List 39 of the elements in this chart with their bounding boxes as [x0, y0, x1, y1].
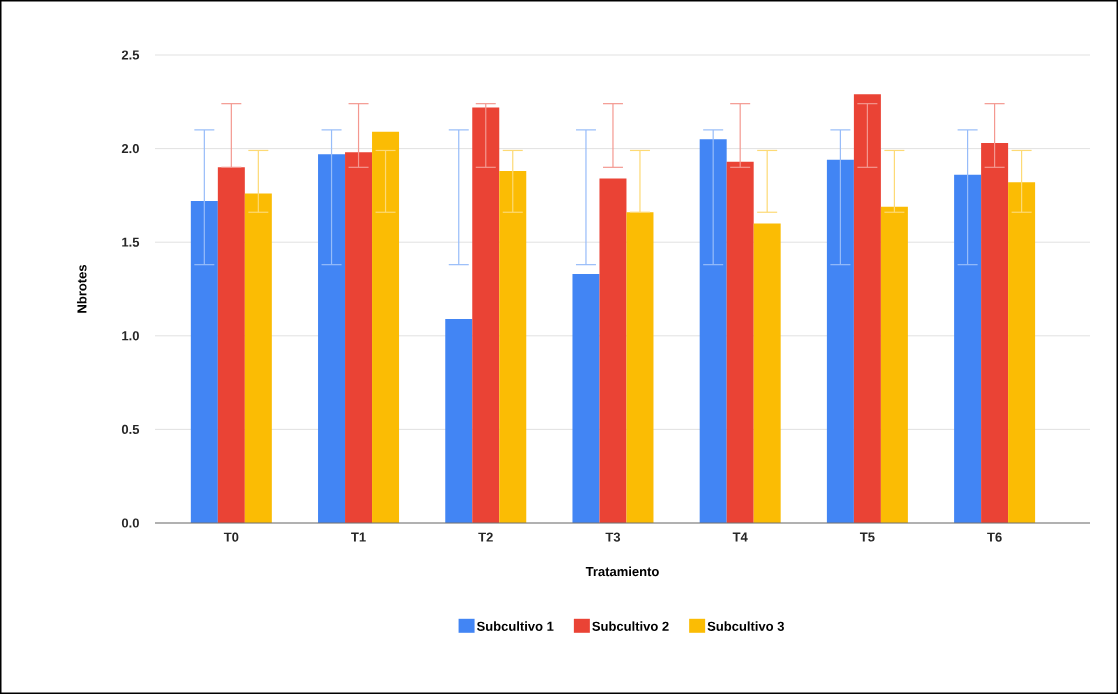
- y-tick-label: 1.5: [122, 237, 140, 247]
- y-tick-label: 0.0: [121, 518, 139, 528]
- y-tick-label: 2.5: [121, 50, 140, 60]
- bar: [244, 193, 272, 523]
- bar: [472, 107, 500, 523]
- x-tick-label: T5: [859, 532, 875, 542]
- legend-label: Subcultivo 3: [707, 621, 784, 631]
- x-tick-label: T4: [732, 532, 748, 542]
- bar: [880, 206, 908, 523]
- bar: [499, 171, 527, 523]
- x-tick-label: T1: [351, 532, 366, 542]
- bar: [572, 274, 600, 523]
- bar: [699, 139, 727, 523]
- bar: [372, 131, 400, 523]
- bar: [753, 223, 781, 523]
- legend-label: Subcultivo 1: [476, 621, 554, 631]
- bar: [445, 318, 473, 523]
- x-axis-title: Tratamiento: [585, 566, 659, 577]
- bar: [853, 94, 881, 523]
- bar: [217, 167, 245, 523]
- bar: [1008, 182, 1036, 523]
- bar: [626, 212, 654, 523]
- x-tick-label: T6: [987, 532, 1002, 542]
- bar: [318, 154, 346, 523]
- legend-label: Subcultivo 2: [592, 621, 669, 631]
- x-tick-label: T2: [478, 532, 493, 542]
- x-tick-label: T3: [605, 532, 621, 542]
- bar: [599, 178, 627, 523]
- x-tick-label: T0: [223, 532, 239, 542]
- bar: [190, 201, 218, 523]
- bar: [826, 159, 854, 523]
- y-tick-label: 1.0: [122, 331, 139, 341]
- bar: [981, 142, 1009, 523]
- y-tick-label: 2.0: [121, 143, 139, 154]
- y-axis-title: Nbrotes: [76, 264, 87, 313]
- bar: [345, 152, 373, 523]
- bar: [726, 161, 754, 523]
- bar: [954, 174, 982, 523]
- y-tick-label: 0.5: [121, 424, 140, 434]
